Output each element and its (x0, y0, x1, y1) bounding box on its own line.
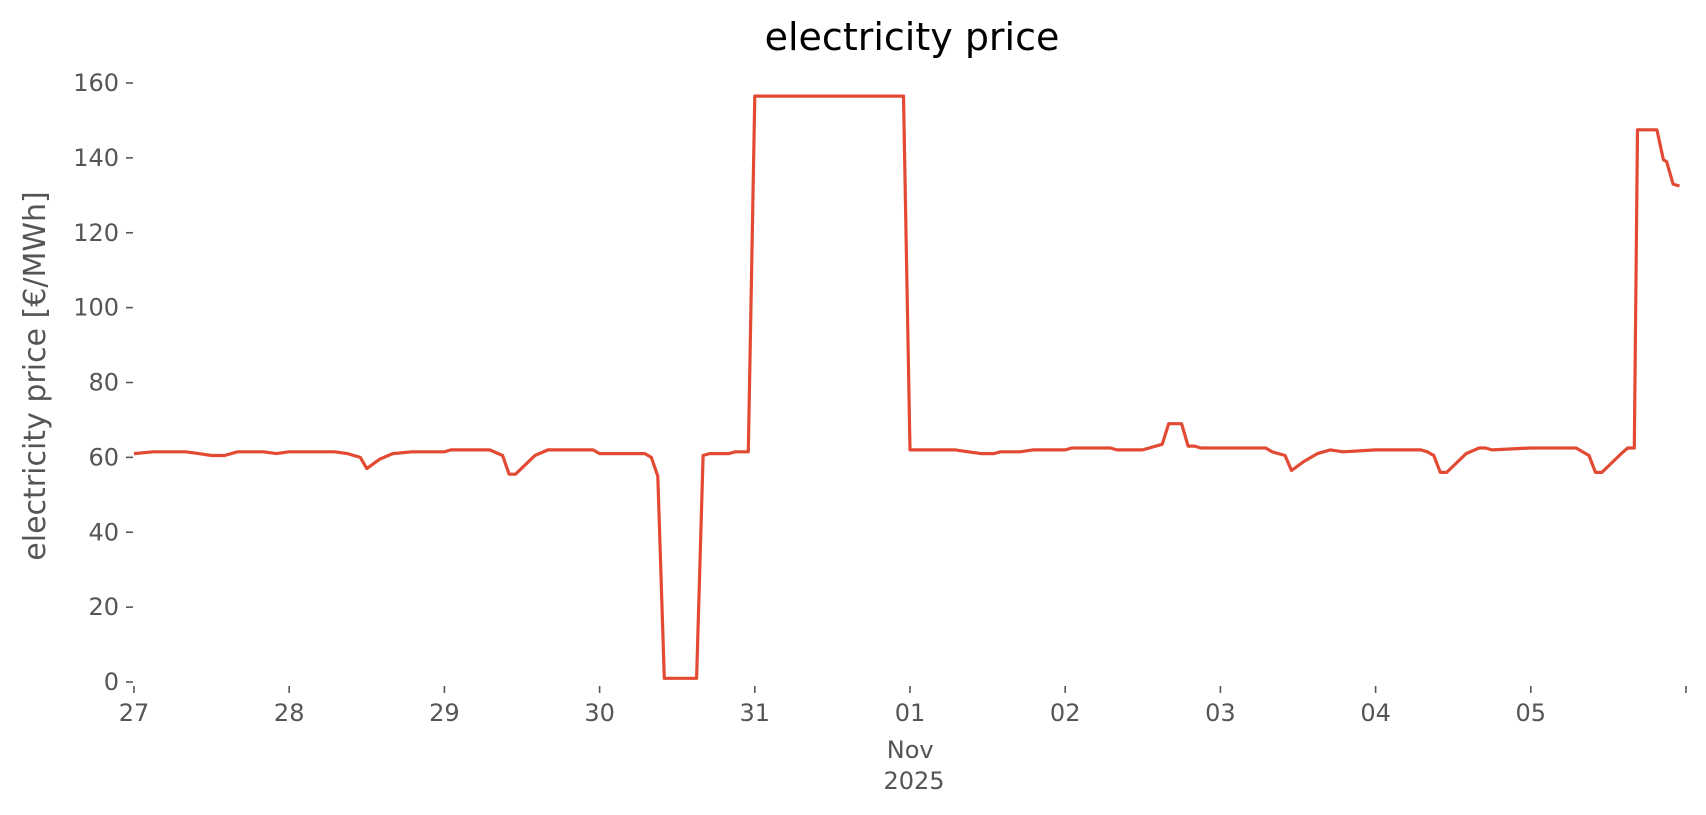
x-tick-label: 31 (740, 699, 771, 727)
y-tick-label: 60 (88, 443, 119, 471)
chart-title: electricity price (765, 15, 1060, 59)
y-tick-label: 0 (104, 668, 119, 696)
series-line (133, 94, 1680, 680)
y-tick-label: 100 (73, 294, 119, 322)
x-tick-label: 04 (1360, 699, 1391, 727)
y-tick-label: 160 (73, 69, 119, 97)
series-group (133, 94, 1680, 680)
x-tick-label: 30 (584, 699, 615, 727)
y-tick-label: 120 (73, 219, 119, 247)
y-axis-title: electricity price [€/MWh] (18, 191, 53, 560)
x-tick-label: 01 (895, 699, 926, 727)
x-tick-label: 03 (1205, 699, 1236, 727)
y-tick-label: 20 (88, 593, 119, 621)
x-axis-month-label: Nov 2025 (883, 736, 944, 795)
x-axis: 27 28 29 30 31 01 02 03 04 05 (119, 686, 1687, 727)
x-tick-label: 02 (1050, 699, 1081, 727)
y-tick-label: 40 (88, 518, 119, 546)
x-tick-label: 29 (429, 699, 460, 727)
x-tick-label: 28 (274, 699, 305, 727)
x-tick-label: 27 (119, 699, 150, 727)
y-tick-label: 140 (73, 144, 119, 172)
x-tick-label: 05 (1516, 699, 1547, 727)
y-tick-label: 80 (88, 369, 119, 397)
y-axis: 0 20 40 60 80 100 120 140 160 (73, 69, 133, 696)
